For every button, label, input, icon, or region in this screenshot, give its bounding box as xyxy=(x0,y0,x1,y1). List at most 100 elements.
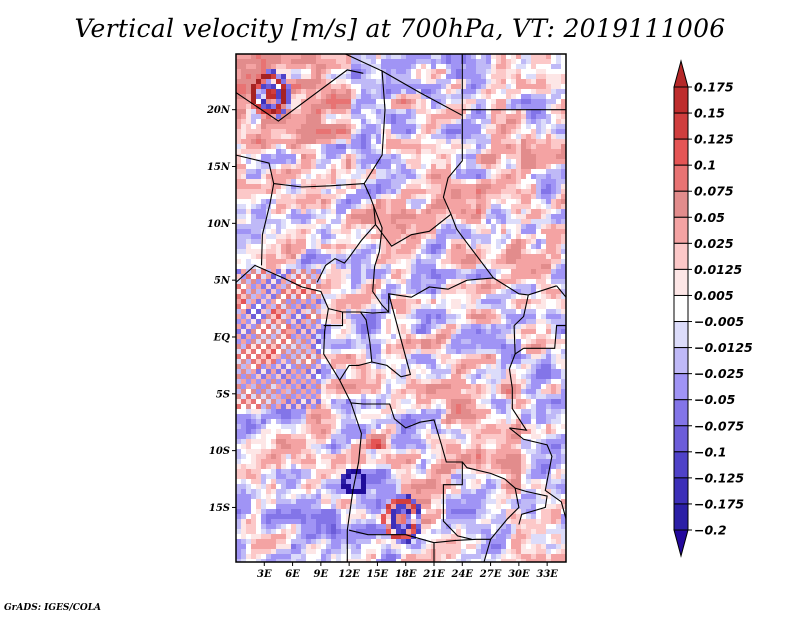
field-cell xyxy=(316,144,321,149)
field-cell xyxy=(311,149,316,154)
field-cell xyxy=(521,274,526,279)
field-cell xyxy=(316,99,321,104)
field-cell xyxy=(316,244,321,249)
field-cell xyxy=(471,304,476,309)
field-cell xyxy=(271,129,276,134)
field-cell xyxy=(511,414,516,419)
field-cell xyxy=(306,174,311,179)
field-cell xyxy=(496,374,501,379)
field-cell xyxy=(371,344,376,349)
field-cell xyxy=(431,249,436,254)
field-cell xyxy=(526,279,531,284)
field-cell xyxy=(551,204,556,209)
field-cell xyxy=(391,209,396,214)
field-cell xyxy=(421,354,426,359)
field-cell xyxy=(321,339,326,344)
field-cell xyxy=(271,124,276,129)
field-cell xyxy=(561,319,566,324)
field-cell xyxy=(511,369,516,374)
field-cell xyxy=(311,299,316,304)
field-cell xyxy=(296,249,301,254)
field-cell xyxy=(511,314,516,319)
field-cell xyxy=(471,244,476,249)
field-cell xyxy=(236,374,241,379)
field-cell xyxy=(446,279,451,284)
field-cell xyxy=(426,69,431,74)
field-cell xyxy=(311,174,316,179)
field-cell xyxy=(301,254,306,259)
field-cell xyxy=(481,329,486,334)
field-cell xyxy=(261,324,266,329)
field-cell xyxy=(376,154,381,159)
field-cell xyxy=(276,329,281,334)
field-cell xyxy=(436,324,441,329)
field-cell xyxy=(481,309,486,314)
field-cell xyxy=(536,224,541,229)
field-cell xyxy=(371,104,376,109)
field-cell xyxy=(286,299,291,304)
field-cell xyxy=(386,219,391,224)
field-cell xyxy=(421,424,426,429)
field-cell xyxy=(561,379,566,384)
field-cell xyxy=(421,184,426,189)
field-cell xyxy=(351,319,356,324)
field-cell xyxy=(551,424,556,429)
field-cell xyxy=(556,314,561,319)
field-cell xyxy=(276,174,281,179)
field-cell xyxy=(531,344,536,349)
field-cell xyxy=(446,339,451,344)
field-cell xyxy=(551,239,556,244)
field-cell xyxy=(561,424,566,429)
field-cell xyxy=(241,334,246,339)
field-cell xyxy=(321,154,326,159)
field-cell xyxy=(306,329,311,334)
field-cell xyxy=(526,74,531,79)
field-cell xyxy=(346,204,351,209)
field-cell xyxy=(436,359,441,364)
field-cell xyxy=(286,424,291,429)
field-cell xyxy=(276,164,281,169)
field-cell xyxy=(246,149,251,154)
field-cell xyxy=(491,404,496,409)
field-cell xyxy=(316,149,321,154)
field-cell xyxy=(251,314,256,319)
field-cell xyxy=(461,79,466,84)
field-cell xyxy=(561,224,566,229)
field-cell xyxy=(446,159,451,164)
field-cell xyxy=(276,69,281,74)
field-cell xyxy=(526,209,531,214)
field-cell xyxy=(311,74,316,79)
field-cell xyxy=(361,104,366,109)
field-cell xyxy=(531,219,536,224)
field-cell xyxy=(291,114,296,119)
field-cell xyxy=(361,164,366,169)
field-cell xyxy=(321,384,326,389)
field-cell xyxy=(506,89,511,94)
field-cell xyxy=(296,349,301,354)
field-cell xyxy=(416,244,421,249)
field-cell xyxy=(466,219,471,224)
field-cell xyxy=(326,164,331,169)
field-cell xyxy=(271,269,276,274)
field-cell xyxy=(531,394,536,399)
field-cell xyxy=(236,334,241,339)
field-cell xyxy=(246,374,251,379)
field-cell xyxy=(286,324,291,329)
field-cell xyxy=(351,304,356,309)
field-cell xyxy=(531,159,536,164)
field-cell xyxy=(456,429,461,434)
field-cell xyxy=(521,259,526,264)
field-cell xyxy=(316,74,321,79)
field-cell xyxy=(406,74,411,79)
field-cell xyxy=(291,204,296,209)
field-cell xyxy=(451,394,456,399)
field-cell xyxy=(356,369,361,374)
field-cell xyxy=(511,309,516,314)
field-cell xyxy=(511,69,516,74)
field-cell xyxy=(256,319,261,324)
field-cell xyxy=(516,79,521,84)
field-cell xyxy=(401,109,406,114)
field-cell xyxy=(361,139,366,144)
field-cell xyxy=(391,214,396,219)
field-cell xyxy=(376,199,381,204)
